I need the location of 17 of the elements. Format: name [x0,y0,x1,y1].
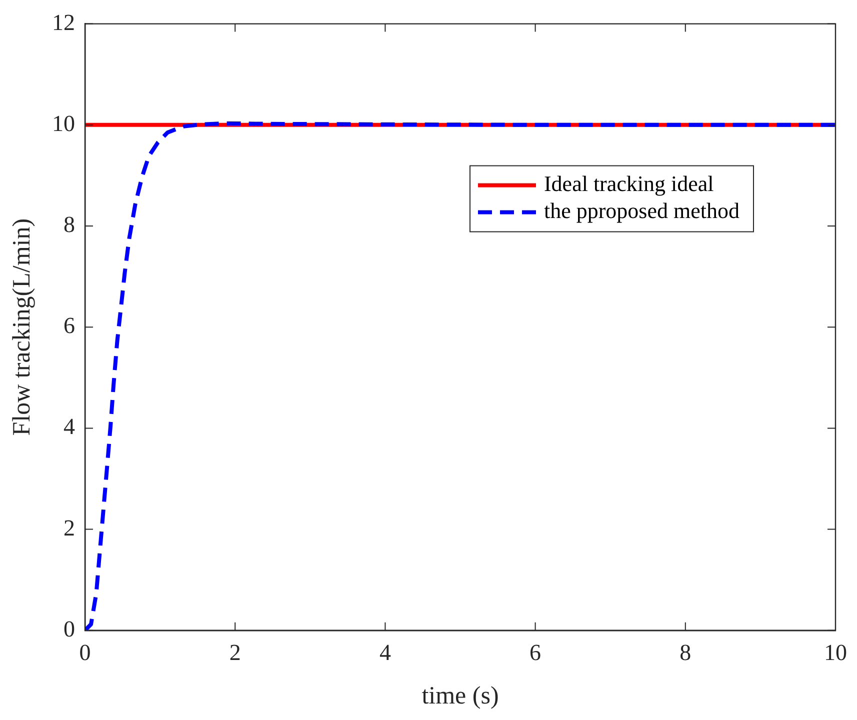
x-tick-label: 0 [79,640,91,666]
y-tick-label: 10 [52,110,75,136]
x-tick-label: 10 [824,640,847,666]
y-axis-title: Flow tracking(L/min) [8,218,36,436]
y-tick-label: 2 [64,515,75,540]
x-tick-label: 8 [680,640,692,666]
x-tick-label: 2 [229,640,241,666]
y-tick-label: 0 [64,616,75,642]
y-tick-label: 12 [52,10,75,35]
y-tick-label: 8 [64,212,75,238]
x-axis-title: time (s) [422,682,499,710]
y-tick-label: 6 [64,313,75,338]
x-tick-label: 4 [379,640,392,666]
y-tick-label: 4 [64,414,76,440]
x-tick-label: 6 [530,640,542,666]
legend-label: the pproposed method [544,198,740,224]
legend-label: Ideal tracking ideal [544,171,714,196]
